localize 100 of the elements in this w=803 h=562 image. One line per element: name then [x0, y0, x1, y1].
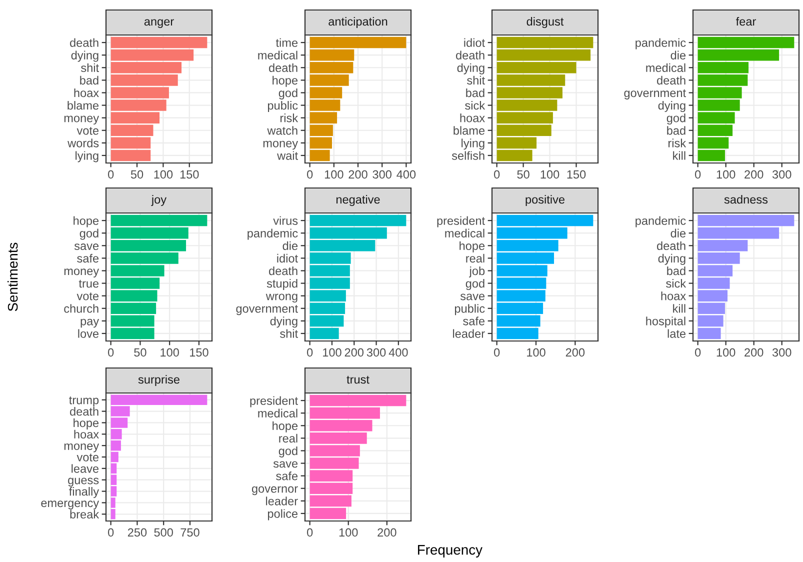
y-tick-label: real: [466, 254, 484, 263]
x-tick-label: 100: [160, 348, 179, 357]
y-tick-label: pandemic: [636, 216, 686, 228]
y-tick-label: hope: [272, 421, 298, 432]
y-tick-label: money: [64, 268, 100, 278]
y-tick-label: death: [70, 38, 98, 47]
y-tick-label: shit: [467, 76, 485, 85]
y-tick-label: wrong: [266, 294, 298, 303]
x-axis-title: Frequency: [418, 545, 482, 558]
x-tick-label: 200: [744, 348, 764, 357]
y-tick-label: leave: [72, 464, 99, 473]
y-tick-label: trump: [69, 396, 99, 407]
y-tick-label: break: [70, 510, 100, 519]
y-tick-label: real: [279, 434, 298, 443]
chart-title: anticipation: [328, 17, 388, 28]
x-tick-label: 400: [396, 170, 416, 179]
y-tick-label: idiot: [277, 254, 298, 263]
y-tick-label: blame: [68, 100, 99, 110]
x-tick-label: 200: [348, 170, 368, 179]
y-tick-label: guess: [68, 478, 99, 487]
y-tick-label: save: [273, 461, 298, 468]
y-tick-label: medical: [445, 228, 484, 238]
y-tick-label: vote: [76, 292, 99, 300]
y-tick-label: hoax: [74, 88, 99, 98]
y-tick-label: dying: [457, 63, 484, 74]
y-tick-label: lying: [76, 151, 98, 162]
y-tick-label: public: [454, 304, 485, 316]
y-tick-label: hoax: [74, 430, 99, 439]
y-tick-label: death: [657, 241, 686, 250]
y-tick-label: leader: [266, 496, 298, 506]
y-tick-label: god: [278, 446, 298, 458]
x-tick-label: 100: [323, 348, 342, 357]
x-tick-label: 150: [190, 348, 208, 357]
y-tick-label: vote: [76, 454, 99, 462]
x-tick-label: 100: [154, 170, 173, 179]
y-tick-label: public: [268, 100, 298, 112]
y-tick-label: finally: [69, 487, 100, 498]
x-tick-label: 100: [716, 170, 736, 179]
x-tick-label: 0: [306, 528, 313, 537]
y-tick-label: kill: [673, 304, 686, 313]
y-tick-label: government: [624, 89, 686, 100]
y-tick-label: money: [64, 116, 100, 125]
y-tick-label: save: [74, 244, 99, 250]
y-tick-label: safe: [77, 254, 99, 263]
y-tick-label: pandemic: [248, 228, 298, 240]
y-tick-label: dying: [658, 254, 686, 265]
y-tick-label: safe: [276, 472, 298, 480]
x-tick-label: 0: [306, 170, 313, 179]
chart-title: disgust: [526, 17, 564, 28]
x-tick-label: 0: [306, 348, 313, 357]
x-tick-label: 100: [540, 170, 560, 179]
chart-title: fear: [736, 17, 756, 26]
x-tick-label: 0: [108, 528, 114, 537]
y-tick-label: die: [670, 50, 686, 60]
y-tick-label: hoax: [661, 292, 686, 300]
x-tick-label: 300: [366, 348, 386, 357]
y-tick-label: watch: [267, 126, 298, 135]
x-tick-label: 0: [694, 170, 701, 179]
chart-title: trust: [346, 376, 370, 384]
x-tick-label: 0: [108, 348, 114, 357]
x-tick-label: 100: [716, 348, 736, 357]
y-tick-label: god: [466, 278, 484, 290]
y-tick-label: sick: [666, 278, 686, 288]
y-tick-label: president: [250, 396, 298, 408]
chart-title: surprise: [138, 374, 180, 386]
x-tick-label: 50: [130, 170, 144, 179]
y-tick-label: god: [278, 88, 298, 100]
chart-title: anger: [144, 19, 174, 28]
y-tick-label: death: [70, 407, 98, 416]
y-tick-label: risk: [280, 114, 298, 122]
y-axis-title: Sentiments: [8, 242, 18, 312]
x-tick-label: 0: [494, 170, 500, 179]
y-tick-label: virus: [273, 216, 298, 225]
y-tick-label: death: [269, 266, 298, 276]
y-tick-label: idiot: [464, 38, 485, 47]
x-tick-label: 50: [517, 170, 530, 179]
y-tick-label: true: [78, 280, 99, 288]
y-tick-label: blame: [454, 126, 485, 135]
y-tick-label: hoax: [460, 114, 485, 122]
chart-title: joy: [151, 194, 167, 206]
y-tick-label: dying: [71, 50, 98, 62]
y-tick-label: emergency: [41, 500, 100, 510]
y-tick-label: death: [456, 50, 484, 60]
y-tick-label: love: [78, 329, 99, 338]
y-tick-label: sick: [465, 100, 486, 110]
x-tick-label: 100: [339, 528, 358, 537]
y-tick-label: hope: [74, 216, 99, 228]
y-tick-label: risk: [668, 138, 686, 148]
y-tick-label: hospital: [646, 316, 686, 328]
y-tick-label: shit: [280, 329, 298, 338]
y-tick-label: bad: [667, 126, 686, 135]
x-tick-label: 250: [128, 528, 147, 537]
y-tick-label: pandemic: [636, 38, 686, 50]
x-tick-label: 100: [527, 348, 546, 357]
y-tick-label: medical: [646, 63, 686, 72]
y-tick-label: money: [64, 443, 100, 452]
x-tick-label: 100: [324, 170, 344, 179]
y-tick-label: die: [670, 228, 686, 238]
y-tick-label: medical: [258, 50, 298, 60]
y-tick-label: church: [64, 304, 98, 313]
